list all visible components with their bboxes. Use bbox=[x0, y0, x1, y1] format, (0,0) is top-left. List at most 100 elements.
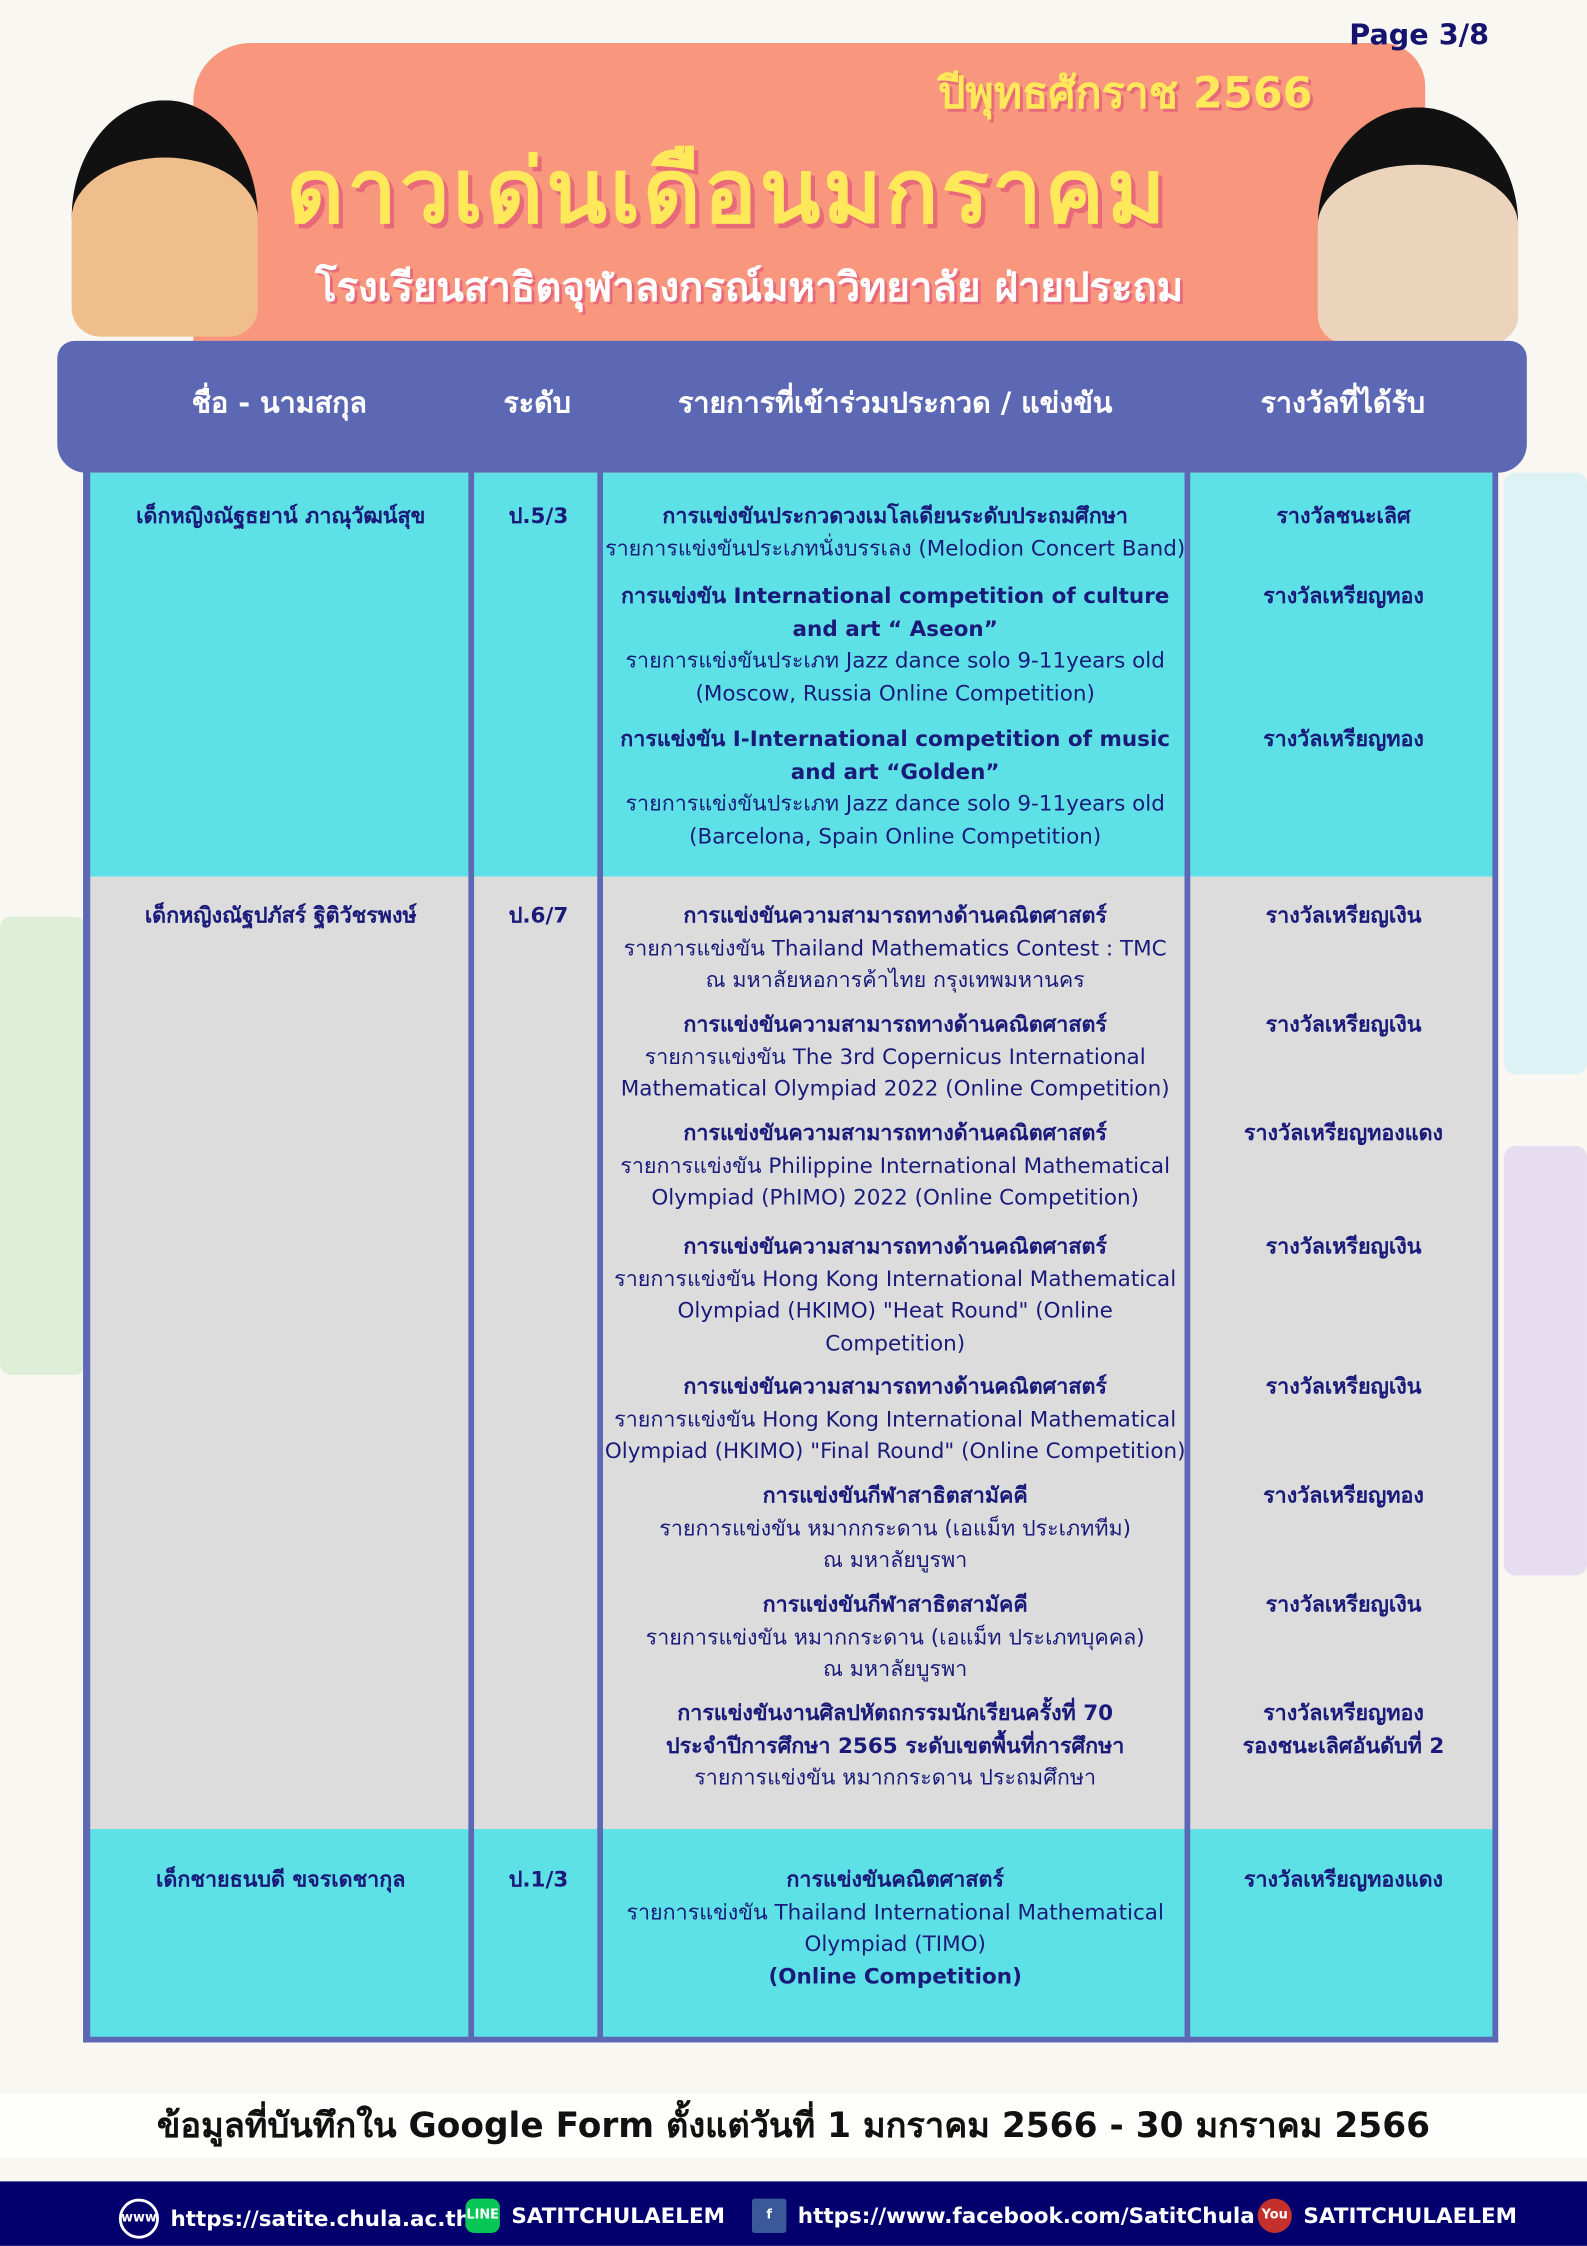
competition-line: ณ มหาลัยบูรพา bbox=[823, 1655, 968, 1682]
table-bottom-border bbox=[83, 2036, 1499, 2043]
competition-entry: การแข่งขันความสามารถทางด้านคณิตศาสตร์ราย… bbox=[604, 1371, 1186, 1468]
line-icon: LINE bbox=[465, 2198, 500, 2233]
competition-line: การแข่งขัน I-International competition o… bbox=[620, 726, 1171, 752]
award: รางวัลเหรียญทอง bbox=[1192, 1480, 1496, 1512]
competition-line: (Online Competition) bbox=[768, 1962, 1022, 1989]
youtube-icon: You bbox=[1257, 2198, 1292, 2233]
student-level: ป.5/3 bbox=[508, 502, 569, 529]
award: รางวัลเหรียญทองแดง bbox=[1192, 1117, 1496, 1149]
decor-paper bbox=[1503, 472, 1587, 1075]
student-name: เด็กหญิงณัฐปภัสร์ ฐิติวัชรพงษ์ bbox=[144, 902, 417, 929]
table-header bbox=[57, 340, 1527, 473]
decor-star bbox=[1503, 1145, 1587, 1576]
award-label: รองชนะเลิศอันดับที่ 2 bbox=[1242, 1732, 1445, 1759]
competition-line: การแข่งขันความสามารถทางด้านคณิตศาสตร์ bbox=[683, 1120, 1107, 1146]
girl-illustration bbox=[1317, 107, 1519, 344]
footer-link-label: SATITCHULAELEM bbox=[1303, 2202, 1518, 2229]
footer-link[interactable]: www https://satite.chula.ac.th bbox=[118, 2198, 471, 2239]
competition-line: การแข่งขัน International competition of … bbox=[620, 582, 1170, 609]
competition-line: รายการแข่งขันประเภท Jazz dance solo 9-11… bbox=[625, 647, 1165, 674]
competition-line: Olympiad (HKIMO) "Heat Round" (Online Co… bbox=[677, 1297, 1113, 1356]
award-label: รางวัลเหรียญทอง bbox=[1263, 726, 1424, 752]
award: รางวัลเหรียญเงิน bbox=[1192, 899, 1496, 931]
competition-line: การแข่งขันความสามารถทางด้านคณิตศาสตร์ bbox=[683, 1011, 1107, 1037]
competition-entry: การแข่งขันกีฬาสาธิตสามัคคีรายการแข่งขัน … bbox=[604, 1480, 1186, 1577]
competition-line: ประจำปีการศึกษา 2565 ระดับเขตพื้นที่การศ… bbox=[665, 1732, 1125, 1759]
award-label: รางวัลเหรียญเงิน bbox=[1265, 902, 1422, 929]
facebook-icon: f bbox=[751, 2198, 787, 2233]
column-divider bbox=[468, 458, 475, 2043]
footer-link[interactable]: LINE SATITCHULAELEM bbox=[465, 2198, 726, 2233]
competition-line: ณ มหาลัยบูรพา bbox=[823, 1546, 968, 1573]
page-title: ดาวเด่นเดือนมกราคม bbox=[286, 138, 1169, 244]
award: รางวัลเหรียญเงิน bbox=[1192, 1008, 1496, 1040]
competition-line: and art “Golden” bbox=[790, 758, 1000, 785]
competition-line: รายการแข่งขันประเภทนั่งบรรเลง (Melodion … bbox=[605, 534, 1186, 561]
student-level: ป.6/7 bbox=[508, 902, 569, 929]
award: รางวัลชนะเลิศ bbox=[1192, 500, 1496, 532]
competition-line: (Moscow, Russia Online Competition) bbox=[695, 679, 1095, 706]
footer-bar bbox=[0, 2181, 1587, 2246]
award-label: รางวัลเหรียญเงิน bbox=[1265, 1233, 1422, 1259]
competition-line: การแข่งขันความสามารถทางด้านคณิตศาสตร์ bbox=[683, 902, 1107, 929]
header-level: ระดับ bbox=[503, 385, 571, 420]
header-award: รางวัลที่ได้รับ bbox=[1260, 385, 1426, 420]
school-name: โรงเรียนสาธิตจุฬาลงกรณ์มหาวิทยาลัย ฝ่ายป… bbox=[315, 263, 1184, 311]
header-competition: รายการที่เข้าร่วมประกวด / แข่งขัน bbox=[677, 385, 1113, 420]
award: รางวัลเหรียญเงิน bbox=[1192, 1371, 1496, 1403]
column-divider bbox=[1492, 458, 1499, 2043]
award: รางวัลเหรียญทอง bbox=[1192, 723, 1496, 755]
award-label: รางวัลเหรียญทอง bbox=[1263, 1700, 1424, 1726]
decor-notepaper bbox=[0, 916, 86, 1376]
title-banner bbox=[193, 42, 1426, 373]
award-label: รางวัลเหรียญเงิน bbox=[1265, 1011, 1422, 1037]
page-indicator: Page 3/8 bbox=[1349, 17, 1490, 52]
column-divider bbox=[83, 458, 89, 2043]
competition-line: ณ มหาลัยหอการค้าไทย กรุงเทพมหานคร bbox=[705, 966, 1085, 993]
competition-line: การแข่งขันความสามารถทางด้านคณิตศาสตร์ bbox=[683, 1233, 1107, 1259]
competition-entry: การแข่งขันความสามารถทางด้านคณิตศาสตร์ราย… bbox=[604, 1008, 1186, 1105]
award-label: รางวัลเหรียญทอง bbox=[1263, 582, 1424, 609]
competition-line: การแข่งขันคณิตศาสตร์ bbox=[786, 1866, 1004, 1893]
competition-line: รายการแข่งขัน หมากกระดาน (เอแม็ท ประเภทท… bbox=[659, 1514, 1132, 1541]
competition-line: รายการแข่งขัน หมากกระดาน ประถมศึกษา bbox=[694, 1764, 1097, 1791]
competition-entry: การแข่งขันความสามารถทางด้านคณิตศาสตร์ราย… bbox=[604, 899, 1186, 996]
competition-entry: การแข่งขันความสามารถทางด้านคณิตศาสตร์ ราย… bbox=[604, 1117, 1186, 1214]
footer-link-label: https://satite.chula.ac.th bbox=[170, 2205, 471, 2232]
competition-line: การแข่งขันกีฬาสาธิตสามัคคี bbox=[762, 1482, 1028, 1509]
year-label: ปีพุทธศักราช 2566 bbox=[938, 68, 1313, 119]
competition-line: การแข่งขันงานศิลปหัตถกรรมนักเรียนครั้งที… bbox=[677, 1700, 1114, 1726]
competition-line: รายการแข่งขัน Hong Kong International Ma… bbox=[614, 1265, 1177, 1292]
competition-line: Olympiad (PhIMO) 2022 (Online Competitio… bbox=[651, 1184, 1139, 1211]
competition-entry: การแข่งขันงานศิลปหัตถกรรมนักเรียนครั้งที… bbox=[604, 1697, 1186, 1794]
competition-line: การแข่งขันประกวดวงเมโลเดียนระดับประถมศึก… bbox=[662, 502, 1128, 529]
competition-line: Olympiad (TIMO) bbox=[804, 1930, 986, 1957]
footer-link[interactable]: You SATITCHULAELEM bbox=[1257, 2198, 1518, 2233]
header-name: ชื่อ - นามสกุล bbox=[191, 385, 368, 420]
competition-entry: การแข่งขันความสามารถทางด้านคณิตศาสตร์ราย… bbox=[604, 1230, 1186, 1359]
competition-line: รายการแข่งขัน หมากกระดาน (เอแม็ท ประเภทบ… bbox=[645, 1623, 1145, 1650]
competition-entry: การแข่งขันประกวดวงเมโลเดียนระดับประถมศึก… bbox=[604, 500, 1186, 564]
table-row bbox=[85, 472, 1497, 877]
competition-line: รายการแข่งขัน Thailand Mathematics Conte… bbox=[623, 934, 1167, 961]
award-label: รางวัลเหรียญทองแดง bbox=[1243, 1866, 1444, 1893]
competition-line: Mathematical Olympiad 2022 (Online Compe… bbox=[620, 1075, 1170, 1102]
award-label: รางวัลเหรียญเงิน bbox=[1265, 1591, 1422, 1618]
award: รางวัลเหรียญเงิน bbox=[1192, 1588, 1496, 1620]
boy-illustration bbox=[71, 100, 258, 337]
competition-line: การแข่งขันความสามารถทางด้านคณิตศาสตร์ bbox=[683, 1373, 1107, 1400]
footer-link[interactable]: f https://www.facebook.com/SatitChula bbox=[751, 2198, 1255, 2233]
award-label: รางวัลเหรียญทองแดง bbox=[1243, 1120, 1444, 1146]
competition-entry: การแข่งขัน International competition of … bbox=[604, 580, 1186, 709]
award: รางวัลเหรียญเงิน bbox=[1192, 1230, 1496, 1262]
award: รางวัลเหรียญทอง bbox=[1192, 580, 1496, 612]
award-label: รางวัลเหรียญทอง bbox=[1263, 1482, 1424, 1509]
award: รางวัลเหรียญทองแดง bbox=[1192, 1863, 1496, 1895]
competition-line: and art “ Aseon” bbox=[792, 615, 998, 641]
competition-line: รายการแข่งขัน Hong Kong International Ma… bbox=[614, 1405, 1177, 1432]
award-label: รางวัลเหรียญเงิน bbox=[1265, 1373, 1422, 1400]
competition-line: รายการแข่งขัน The 3rd Copernicus Interna… bbox=[644, 1043, 1146, 1070]
footer-link-label: SATITCHULAELEM bbox=[511, 2202, 726, 2229]
competition-line: Olympiad (HKIMO) "Final Round" (Online C… bbox=[604, 1438, 1186, 1464]
data-period-note: ข้อมูลที่บันทึกใน Google Form ตั้งแต่วัน… bbox=[0, 2094, 1587, 2158]
